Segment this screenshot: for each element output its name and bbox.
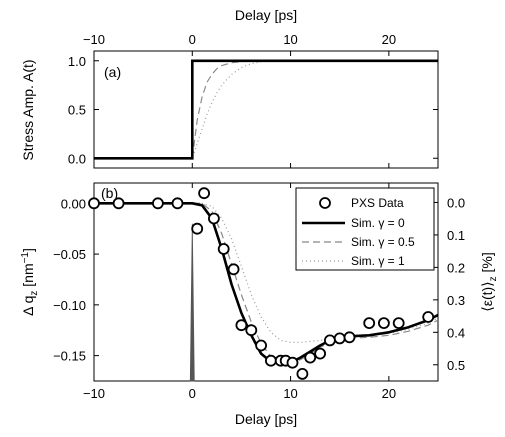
data-point	[255, 339, 268, 352]
panel-a-series-dashed	[94, 60, 438, 159]
panel-a-series	[94, 59, 438, 160]
panel-b-ytick-right-label: 0.0	[447, 195, 465, 210]
panel-a-ytick-label: 1.0	[68, 54, 86, 69]
panel-b-ytick-label: −0.15	[53, 349, 86, 364]
panel-b-ytick-right-label: 0.4	[447, 325, 465, 340]
panel-b-xlabel: Delay [ps]	[235, 411, 297, 427]
legend-box	[295, 187, 435, 271]
data-point	[333, 332, 346, 345]
panel-a-x-ticks: −10 0 10 20	[83, 32, 396, 168]
legend-label-gamma05: Sim. γ = 0.5	[351, 235, 415, 249]
panel-b-ytick-right-label: 0.2	[447, 260, 465, 275]
panel-b-ytick-label: −0.05	[53, 247, 86, 262]
data-point	[304, 351, 317, 364]
panel-a-frame	[93, 50, 439, 169]
panel-a-ytick-label: 0.5	[68, 103, 86, 118]
panel-a-xlabel: Delay [ps]	[235, 7, 297, 23]
panel-b-ylabel-right-main: ⟨ε(t)⟩	[479, 281, 495, 311]
panel-a-y-ticks: 0.0 0.5 1.0	[68, 54, 438, 166]
panel-b-ylabel-right-sub: z	[488, 276, 499, 281]
panel-b-ytick-right-label: 0.3	[447, 293, 465, 308]
legend-marker-data	[319, 197, 331, 209]
legend-label-data: PXS Data	[351, 196, 404, 210]
panel-a-series-dotted	[94, 60, 438, 159]
panel-b-ylabel: Δ qz [nm−1]	[20, 248, 40, 316]
panel-b-ylabel-right-unit: [%]	[479, 252, 495, 276]
panel-a-label: (a)	[104, 64, 121, 80]
data-point	[286, 356, 299, 369]
panel-a-series-solid	[94, 59, 438, 160]
data-point	[112, 197, 125, 210]
panel-b-ylabel-unit-end: ]	[20, 248, 36, 252]
data-point	[88, 197, 100, 210]
pump-pulse	[189, 223, 195, 382]
data-point	[377, 317, 390, 330]
data-point	[296, 367, 309, 380]
panel-b-xtick-label: 0	[189, 386, 196, 401]
legend-label-gamma1: Sim. γ = 1	[351, 254, 405, 268]
panel-b-label: (b)	[101, 185, 118, 201]
data-point	[217, 243, 230, 255]
panel-b-ytick-right-label: 0.1	[447, 228, 465, 243]
panel-b-ytick-right-label: 0.5	[447, 358, 465, 373]
panel-b-y-ticks: 0.00 −0.05 −0.10 −0.15	[53, 196, 99, 364]
panel-b-ytick-label: −0.10	[53, 298, 86, 313]
data-point	[323, 334, 336, 347]
data-point	[264, 354, 277, 367]
data-point	[198, 187, 211, 200]
panel-a-xtick-label: 20	[382, 32, 396, 47]
panel-b: Delay [ps] Δ qz [nm−1] ⟨ε(t)⟩z [%] (b) −…	[20, 182, 499, 427]
panel-b-xtick-label: 20	[382, 386, 396, 401]
data-point	[422, 311, 435, 323]
panel-b-ylabel-sub: z	[29, 291, 40, 296]
data-point	[207, 212, 220, 225]
panel-b-ytick-label: 0.00	[61, 196, 86, 211]
legend-label-gamma0: Sim. γ = 0	[351, 216, 405, 230]
data-point	[392, 317, 405, 330]
panel-a: Delay [ps] Stress Amp. A(t) (a) −10 0 10 20…	[20, 7, 439, 169]
panel-a-ytick-label: 0.0	[68, 151, 86, 166]
legend: PXS Data Sim. γ = 0 Sim. γ = 0.5 Sim. γ …	[295, 187, 435, 271]
panel-b-frame	[93, 182, 439, 382]
panel-b-ylabel-unit: [nm	[20, 263, 36, 290]
data-point	[314, 347, 327, 360]
panel-b-ylabel-main: Δ q	[20, 296, 36, 316]
panel-b-ylabel-unit-exp: −1	[20, 252, 31, 264]
panel-b-series	[88, 187, 439, 382]
data-point	[151, 197, 164, 210]
panel-b-x-ticks: −10 0 10 20	[83, 183, 396, 401]
data-point	[227, 263, 240, 276]
data-point	[191, 222, 204, 235]
data-point	[363, 317, 376, 330]
panel-b-xtick-label: −10	[83, 386, 105, 401]
panel-b-y-ticks-right: 0.0 0.1 0.2 0.3 0.4 0.5	[433, 195, 465, 373]
data-point	[343, 331, 356, 344]
data-point	[171, 197, 184, 210]
panel-a-ylabel: Stress Amp. A(t)	[20, 59, 36, 160]
panel-a-xtick-label: 0	[189, 32, 196, 47]
panel-a-xtick-label: −10	[83, 32, 105, 47]
data-point	[245, 324, 258, 337]
panel-b-ylabel-right: ⟨ε(t)⟩z [%]	[479, 252, 499, 312]
panel-a-xtick-label: 10	[283, 32, 297, 47]
panel-b-xtick-label: 10	[283, 386, 297, 401]
data-point	[235, 319, 248, 332]
